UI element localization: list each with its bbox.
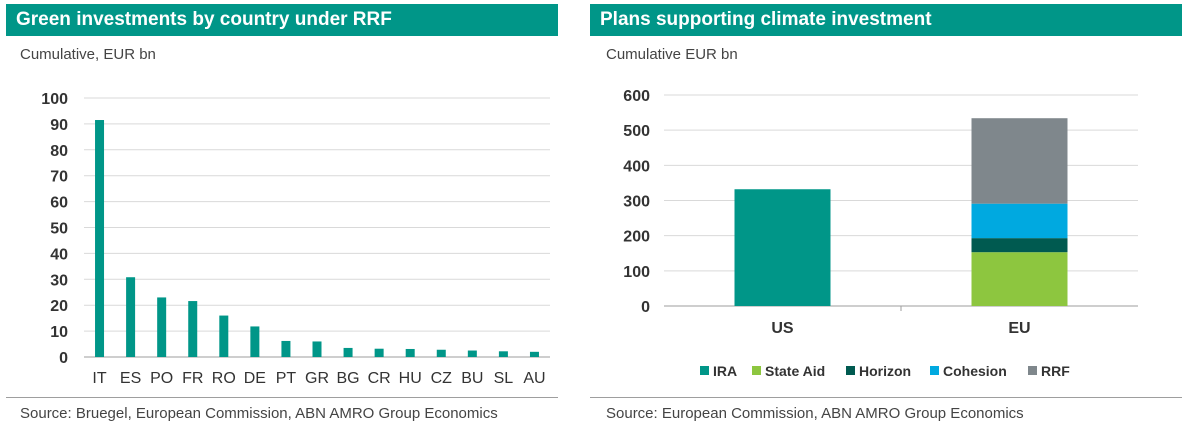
- bar: [250, 326, 260, 357]
- x-tick-label: CR: [368, 370, 391, 387]
- x-tick-label: CZ: [431, 370, 453, 387]
- left-divider: [6, 397, 558, 398]
- right-chart-subtitle: Cumulative EUR bn: [606, 46, 738, 63]
- bar: [405, 348, 415, 357]
- x-tick-label: GR: [305, 370, 329, 387]
- y-tick-label: 20: [50, 298, 68, 315]
- legend-swatch: [752, 366, 761, 375]
- y-tick-label: 0: [641, 299, 650, 316]
- bar: [95, 120, 105, 357]
- left-chart-title: Green investments by country under RRF: [6, 4, 558, 36]
- bar: [126, 277, 136, 357]
- x-tick-label: DE: [244, 370, 266, 387]
- right-stacked-bar-chart: 0 100 200 300 400 500 600 US EU IRA State Aid Horiz…: [623, 88, 1138, 379]
- y-tick-label: 30: [50, 272, 68, 289]
- y-tick-label: 100: [41, 91, 68, 108]
- y-tick-label: 50: [50, 221, 68, 238]
- bar-segment: [971, 203, 1068, 239]
- bar: [188, 301, 198, 357]
- y-tick-label: 400: [623, 158, 650, 175]
- right-chart-title: Plans supporting climate investment: [590, 4, 1182, 36]
- y-tick-label: 40: [50, 246, 68, 263]
- x-tick-label: US: [771, 320, 794, 337]
- x-tick-label: HU: [399, 370, 422, 387]
- x-tick-label: SL: [494, 370, 514, 387]
- y-tick-label: 200: [623, 229, 650, 246]
- x-tick-label: EU: [1008, 320, 1030, 337]
- y-tick-label: 600: [623, 88, 650, 105]
- bar: [436, 349, 446, 357]
- x-tick-label: RO: [212, 370, 236, 387]
- bar: [374, 348, 384, 357]
- legend-swatch: [1028, 366, 1037, 375]
- x-tick-label: BU: [461, 370, 483, 387]
- y-tick-label: 10: [50, 324, 68, 341]
- bar: [312, 341, 322, 357]
- bar: [529, 351, 539, 357]
- legend-swatch: [846, 366, 855, 375]
- y-tick-label: 70: [50, 169, 68, 186]
- legend-label: Horizon: [859, 363, 911, 379]
- legend-swatch: [700, 366, 709, 375]
- x-tick-label: BG: [337, 370, 360, 387]
- right-chart-panel: Plans supporting climate investment Cumu…: [590, 0, 1182, 430]
- bar: [498, 351, 508, 357]
- legend-swatch: [930, 366, 939, 375]
- bar: [281, 340, 291, 357]
- left-source-note: Source: Bruegel, European Commission, AB…: [20, 405, 498, 422]
- left-bar-chart: 0 10 20 30 40 50 60 70 80 90 100 IT ES PO FR RO DE PT GR BG…: [41, 91, 550, 387]
- x-tick-label: PT: [276, 370, 297, 387]
- y-tick-label: 300: [623, 194, 650, 211]
- y-tick-label: 80: [50, 143, 68, 160]
- x-tick-label: IT: [92, 370, 106, 387]
- y-tick-label: 90: [50, 117, 68, 134]
- bar: [219, 315, 229, 357]
- right-source-note: Source: European Commission, ABN AMRO Gr…: [606, 405, 1024, 422]
- right-divider: [590, 397, 1182, 398]
- x-tick-label: FR: [182, 370, 203, 387]
- legend-label: State Aid: [765, 363, 825, 379]
- y-tick-label: 60: [50, 195, 68, 212]
- bar-segment: [971, 118, 1068, 204]
- bar-segment: [734, 189, 831, 306]
- bar: [157, 297, 167, 357]
- legend-label: IRA: [713, 363, 737, 379]
- bar-segment: [971, 252, 1068, 306]
- bar: [343, 347, 353, 357]
- y-tick-label: 0: [59, 350, 68, 367]
- legend-label: Cohesion: [943, 363, 1007, 379]
- x-tick-label: ES: [120, 370, 141, 387]
- y-tick-label: 100: [623, 264, 650, 281]
- bar-segment: [971, 238, 1068, 253]
- left-chart-panel: Green investments by country under RRF C…: [0, 0, 558, 430]
- legend-label: RRF: [1041, 363, 1070, 379]
- left-chart-subtitle: Cumulative, EUR bn: [20, 46, 156, 63]
- bar: [467, 350, 477, 357]
- x-tick-label: PO: [150, 370, 173, 387]
- x-tick-label: AU: [523, 370, 545, 387]
- y-tick-label: 500: [623, 123, 650, 140]
